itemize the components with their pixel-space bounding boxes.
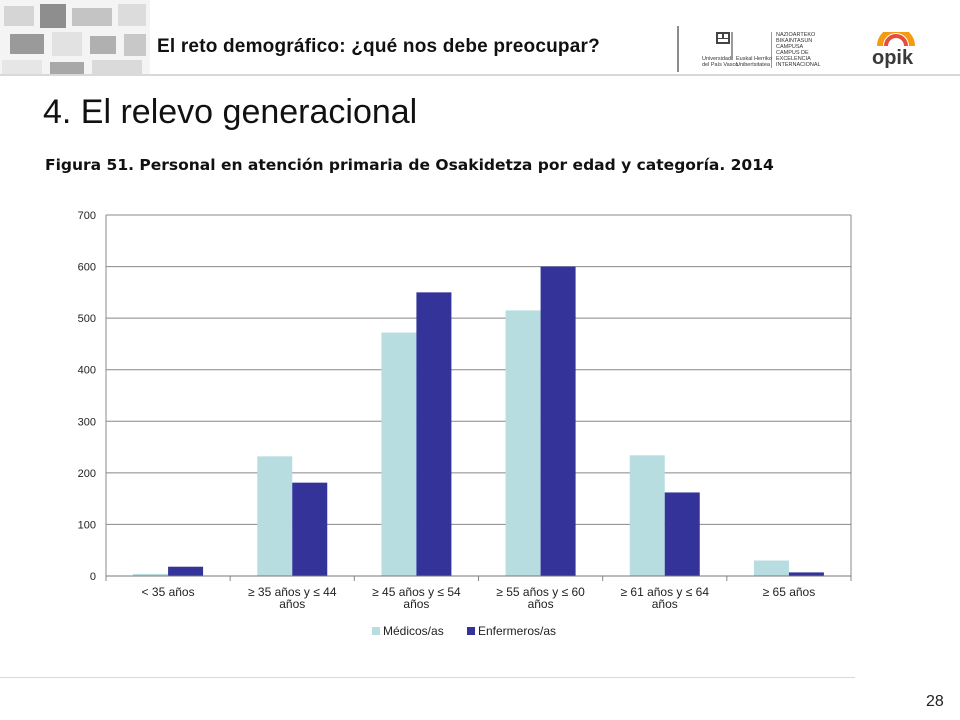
- upv-ehu-logo: Universidad del País Vasco Euskal Herriko…: [690, 30, 821, 72]
- bar-chart: 0 100 200 300 400 500 600 700 < 35 años ≥ 35 años…: [78, 210, 852, 638]
- legend-swatch-enfermeros: [467, 627, 475, 635]
- x-tick-label: ≥ 35 años y ≤ 44: [248, 585, 337, 599]
- header-separator: [677, 26, 679, 72]
- bar-enfermeros: [416, 292, 452, 576]
- x-tick-label: < 35 años: [142, 585, 195, 599]
- y-tick-label: 700: [78, 210, 96, 222]
- legend-label: Médicos/as: [383, 624, 444, 638]
- page-number: 28: [926, 693, 944, 710]
- bar-enfermeros: [292, 482, 328, 576]
- presentation-title: El reto demográfico: ¿qué nos debe preoc…: [157, 36, 600, 57]
- x-tick-label: ≥ 55 años y ≤ 60: [496, 585, 585, 599]
- legend-label: Enfermeros/as: [478, 624, 556, 638]
- y-tick-label: 200: [78, 468, 96, 480]
- x-tick-label: ≥ 65 años: [763, 585, 816, 599]
- upv-label: Universidad del País Vasco: [702, 56, 739, 68]
- footer-divider: [0, 677, 855, 678]
- bar-medicos: [629, 455, 665, 576]
- y-tick-label: 400: [78, 365, 96, 377]
- y-tick-label: 100: [78, 519, 96, 531]
- x-tick-label: ≥ 45 años y ≤ 54: [372, 585, 461, 599]
- x-tick-label: años: [528, 597, 554, 611]
- campus-label: NAZIOARTEKO BIKAINTASUN CAMPUSA CAMPUS DE …: [776, 32, 821, 68]
- bar-medicos: [381, 332, 417, 576]
- opik-logo-text: opik: [872, 47, 914, 69]
- upv-ehu-emblem-icon: [716, 32, 772, 68]
- bar-medicos: [257, 456, 293, 576]
- ehu-label: Euskal Herriko Unibertsitatea: [736, 56, 772, 68]
- bar-medicos: [505, 310, 541, 576]
- bar-medicos: [133, 573, 169, 576]
- y-tick-label: 0: [90, 571, 96, 583]
- opik-logo-icon: [877, 32, 915, 47]
- bar-enfermeros: [664, 492, 700, 576]
- y-tick-label: 300: [78, 416, 96, 428]
- bar-enfermeros: [788, 572, 824, 576]
- x-tick-label: ≥ 61 años y ≤ 64: [620, 585, 709, 599]
- x-tick-label: años: [279, 597, 305, 611]
- y-tick-label: 600: [78, 262, 96, 274]
- decorative-blocks-graphic: [0, 0, 150, 76]
- section-title: 4. El relevo generacional: [43, 93, 418, 131]
- x-tick-label: años: [652, 597, 678, 611]
- slide-header: El reto demográfico: ¿qué nos debe preoc…: [0, 0, 960, 78]
- bar-enfermeros: [168, 566, 204, 576]
- bar-medicos: [753, 560, 789, 576]
- legend-swatch-medicos: [372, 627, 380, 635]
- bar-enfermeros: [540, 266, 576, 576]
- figure-caption: Figura 51. Personal en atención primaria…: [45, 156, 774, 174]
- header-divider: [0, 74, 960, 76]
- y-tick-label: 500: [78, 313, 96, 325]
- x-tick-label: años: [403, 597, 429, 611]
